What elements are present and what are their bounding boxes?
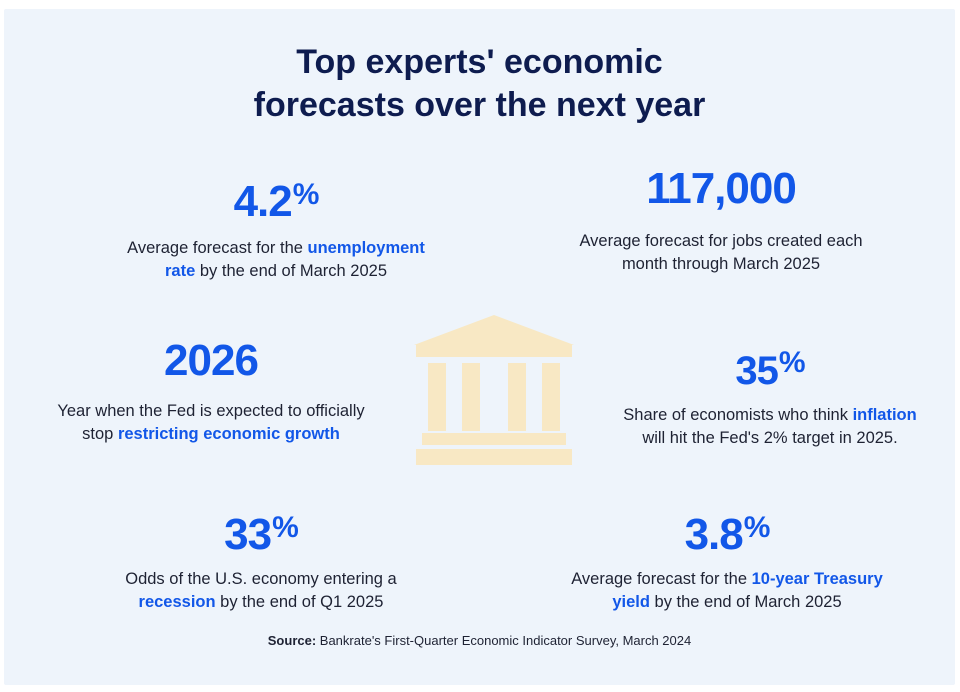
restricting-growth-link[interactable]: restricting economic growth <box>117 425 340 443</box>
stat-unemployment: 4.2% Average forecast for the unemployme… <box>100 172 452 283</box>
inflation-link[interactable]: inflation <box>852 406 917 424</box>
bank-building-icon <box>414 315 574 470</box>
title-line-2: forecasts over the next year <box>253 86 706 124</box>
stat-value: 117,000 <box>646 164 797 213</box>
stat-value: 33% <box>224 510 299 559</box>
stat-recession: 33% Odds of the U.S. economy entering a … <box>96 505 426 614</box>
yield-link[interactable]: yield <box>612 593 650 611</box>
stat-description: Average forecast for jobs created each m… <box>579 232 863 273</box>
stat-jobs: 117,000 Average forecast for jobs create… <box>534 166 908 276</box>
stat-value: 4.2% <box>233 177 320 226</box>
stat-value: 3.8% <box>684 510 771 559</box>
source-note: Source: Bankrate's First-Quarter Economi… <box>267 633 692 648</box>
treasury-link[interactable]: 10-year Treasury <box>751 570 883 588</box>
stat-description: Average forecast for the 10-year Treasur… <box>571 570 883 611</box>
title-line-1: Top experts' economic <box>296 43 663 81</box>
stat-description: Odds of the U.S. economy entering a rece… <box>125 570 397 611</box>
stat-description: Share of economists who think inflation … <box>623 406 917 447</box>
stat-inflation: 35% Share of economists who think inflat… <box>600 340 940 450</box>
stat-description: Year when the Fed is expected to officia… <box>57 402 365 443</box>
rate-link[interactable]: rate <box>165 262 196 280</box>
infographic-card: Top experts' economic forecasts over the… <box>4 9 955 685</box>
recession-link[interactable]: recession <box>138 593 216 611</box>
stat-treasury-yield: 3.8% Average forecast for the 10-year Tr… <box>550 505 904 614</box>
stat-value: 35% <box>735 346 805 393</box>
stat-value: 2026 <box>164 336 259 385</box>
unemployment-link[interactable]: unemployment <box>307 239 425 257</box>
stat-description: Average forecast for the unemployment ra… <box>127 239 425 280</box>
stat-fed-year: 2026 Year when the Fed is expected to of… <box>34 338 388 446</box>
